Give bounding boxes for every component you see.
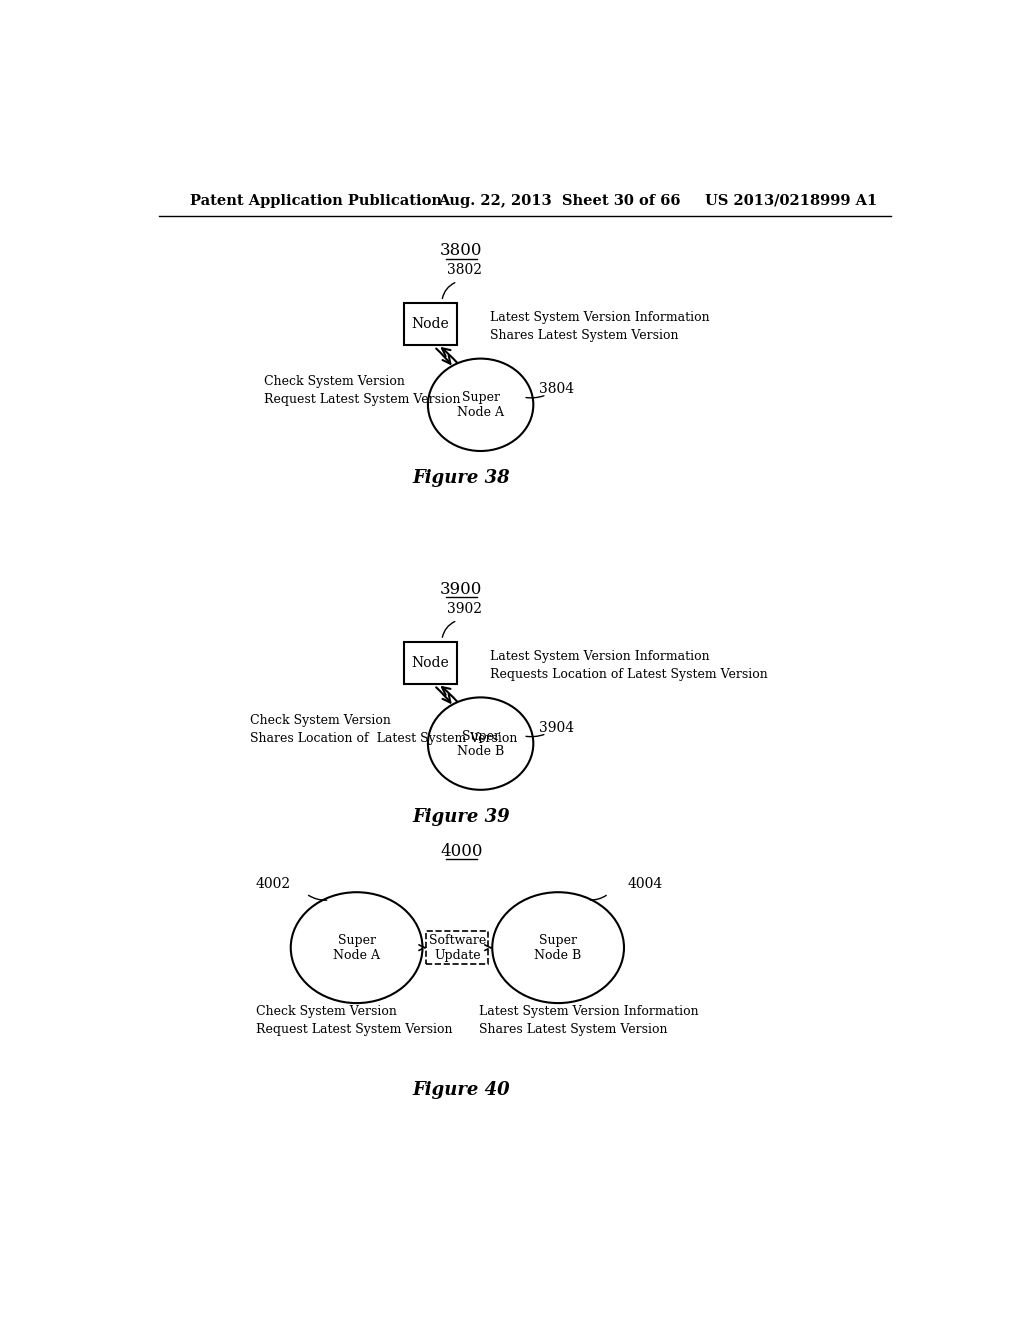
Text: Latest System Version Information
Shares Latest System Version: Latest System Version Information Shares… (479, 1006, 698, 1036)
Text: 4000: 4000 (440, 843, 482, 859)
Text: Figure 40: Figure 40 (413, 1081, 510, 1100)
Text: Node: Node (412, 317, 450, 331)
Text: Super
Node A: Super Node A (457, 391, 504, 418)
Text: Super
Node B: Super Node B (457, 730, 504, 758)
Ellipse shape (493, 892, 624, 1003)
FancyBboxPatch shape (403, 302, 457, 345)
Text: 3900: 3900 (440, 581, 482, 598)
Text: Latest System Version Information
Shares Latest System Version: Latest System Version Information Shares… (489, 310, 710, 342)
Text: Check System Version
Request Latest System Version: Check System Version Request Latest Syst… (263, 375, 460, 407)
Ellipse shape (291, 892, 423, 1003)
Text: 4004: 4004 (628, 876, 664, 891)
Text: Super
Node B: Super Node B (535, 933, 582, 962)
Text: Figure 38: Figure 38 (413, 469, 510, 487)
Ellipse shape (428, 697, 534, 789)
Text: 3904: 3904 (539, 721, 573, 735)
Text: Software
Update: Software Update (429, 933, 486, 962)
Text: Super
Node A: Super Node A (333, 933, 380, 962)
Text: 3802: 3802 (447, 263, 482, 277)
FancyBboxPatch shape (403, 642, 457, 684)
Text: Patent Application Publication: Patent Application Publication (190, 194, 442, 207)
Text: 3804: 3804 (539, 383, 573, 396)
Text: Check System Version
Request Latest System Version: Check System Version Request Latest Syst… (256, 1006, 453, 1036)
Text: 4002: 4002 (256, 876, 291, 891)
Text: Figure 39: Figure 39 (413, 808, 510, 826)
Ellipse shape (428, 359, 534, 451)
Text: 3902: 3902 (447, 602, 482, 615)
Text: 3800: 3800 (440, 243, 482, 259)
Text: Latest System Version Information
Requests Location of Latest System Version: Latest System Version Information Reques… (489, 649, 768, 681)
Text: US 2013/0218999 A1: US 2013/0218999 A1 (706, 194, 878, 207)
FancyBboxPatch shape (426, 932, 488, 964)
Text: Check System Version
Shares Location of  Latest System Version: Check System Version Shares Location of … (251, 714, 518, 746)
Text: Node: Node (412, 656, 450, 669)
Text: Aug. 22, 2013  Sheet 30 of 66: Aug. 22, 2013 Sheet 30 of 66 (438, 194, 681, 207)
